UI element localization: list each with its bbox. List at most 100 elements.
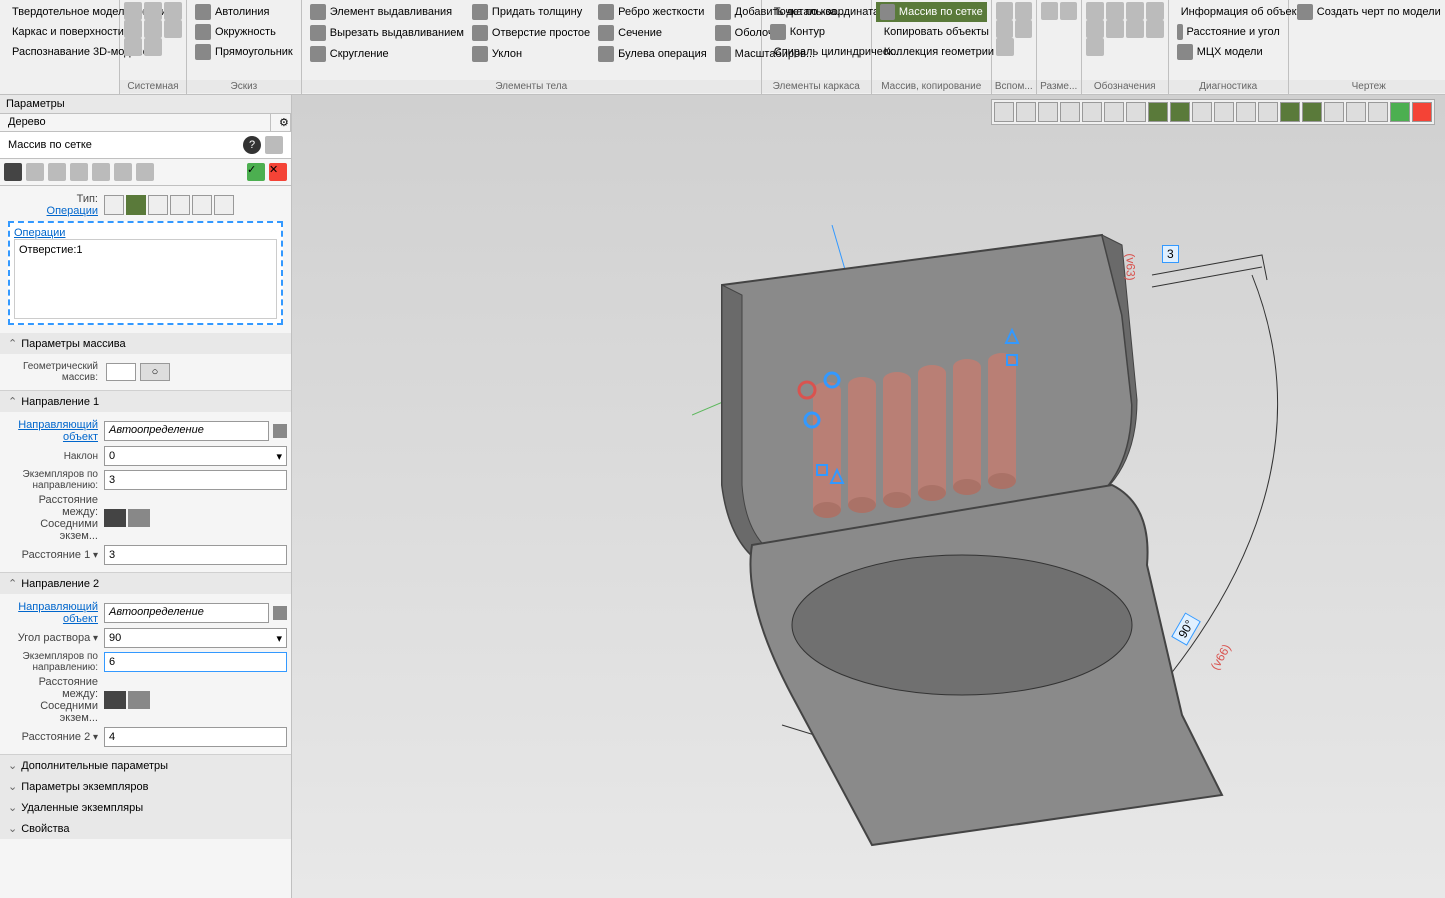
dir2-dist-mode1-icon[interactable] <box>104 691 126 709</box>
dir2-guide-label[interactable]: Направляющий объект <box>18 601 98 625</box>
vt2-icon[interactable] <box>1016 102 1036 122</box>
vt-apply-icon[interactable] <box>1390 102 1410 122</box>
an4-icon[interactable] <box>1146 2 1164 20</box>
tab-gear-icon[interactable]: ⚙ <box>271 114 291 131</box>
vt4-icon[interactable] <box>1060 102 1080 122</box>
props-header[interactable]: ⌄Свойства <box>0 818 291 839</box>
instances-header[interactable]: ⌄Параметры экземпляров <box>0 776 291 797</box>
dir2-angle-dropdown[interactable]: 90▾ <box>104 628 287 648</box>
mode-surface[interactable]: Каркас и поверхности <box>4 22 115 42</box>
cut-btn[interactable]: Вырезать выдавливанием <box>306 23 468 43</box>
dir1-dist-mode2-icon[interactable] <box>128 509 150 527</box>
copy-icon[interactable] <box>144 20 162 38</box>
an5-icon[interactable] <box>1086 20 1104 38</box>
dir2-guide-input[interactable]: Автоопределение <box>104 603 269 623</box>
draft-btn[interactable]: Уклон <box>468 44 594 64</box>
help-icon[interactable]: ? <box>243 136 261 154</box>
an9-icon[interactable] <box>1086 38 1104 56</box>
pick1-icon[interactable] <box>273 424 287 438</box>
vt11-icon[interactable] <box>1214 102 1234 122</box>
vt8-icon[interactable] <box>1148 102 1168 122</box>
fillet-btn[interactable]: Скругление <box>306 44 468 64</box>
t6-icon[interactable] <box>114 163 132 181</box>
aux3-icon[interactable] <box>996 20 1013 38</box>
dir1-tilt-dropdown[interactable]: 0▾ <box>104 446 287 466</box>
thicken-btn[interactable]: Придать толщину <box>468 2 594 22</box>
dim-3[interactable]: 3 <box>1162 245 1179 263</box>
vt17-icon[interactable] <box>1346 102 1366 122</box>
contour-btn[interactable]: Контур <box>766 22 867 42</box>
list-icon[interactable] <box>265 136 283 154</box>
mass-btn[interactable]: МЦХ модели <box>1173 42 1284 62</box>
vt-cancel-icon[interactable] <box>1412 102 1432 122</box>
extrude-btn[interactable]: Элемент выдавливания <box>306 2 468 22</box>
extra-header[interactable]: ⌄Дополнительные параметры <box>0 755 291 776</box>
dir1-guide-label[interactable]: Направляющий объект <box>18 419 98 443</box>
an8-icon[interactable] <box>1146 20 1164 38</box>
point-btn[interactable]: Точка по координатам <box>766 2 867 22</box>
an2-icon[interactable] <box>1106 2 1124 20</box>
t5-icon[interactable] <box>92 163 110 181</box>
t2-icon[interactable] <box>26 163 44 181</box>
dir1-dist-mode1-icon[interactable] <box>104 509 126 527</box>
t4-icon[interactable] <box>70 163 88 181</box>
mode-solid[interactable]: Твердотельное моделирование <box>4 2 115 22</box>
ops-inner[interactable]: Отверстие:1 <box>14 239 277 319</box>
vt6-icon[interactable] <box>1104 102 1124 122</box>
vt16-icon[interactable] <box>1324 102 1344 122</box>
type-6-icon[interactable] <box>214 195 234 215</box>
open-icon[interactable] <box>144 2 162 20</box>
array-params-header[interactable]: ⌃Параметры массива <box>0 333 291 354</box>
vt7-icon[interactable] <box>1126 102 1146 122</box>
redo-icon[interactable] <box>144 38 162 56</box>
vt9-icon[interactable] <box>1170 102 1190 122</box>
info-btn[interactable]: Информация об объекте <box>1173 2 1284 22</box>
hole-btn[interactable]: Отверстие простое <box>468 23 594 43</box>
an1-icon[interactable] <box>1086 2 1104 20</box>
mode-recognize[interactable]: Распознавание 3D-моделей <box>4 42 115 62</box>
copy-obj-btn[interactable]: Копировать объекты <box>876 22 987 42</box>
vt12-icon[interactable] <box>1236 102 1256 122</box>
dist-btn[interactable]: Расстояние и угол <box>1173 22 1284 42</box>
save-icon[interactable] <box>164 2 182 20</box>
viewport[interactable]: 3 (v63) 90° (v66) <box>292 95 1445 898</box>
t3-icon[interactable] <box>48 163 66 181</box>
grid-icon[interactable] <box>4 163 22 181</box>
deleted-header[interactable]: ⌄Удаленные экземпляры <box>0 797 291 818</box>
aux2-icon[interactable] <box>1015 2 1032 20</box>
vt15-icon[interactable] <box>1302 102 1322 122</box>
cancel-icon[interactable]: ✕ <box>269 163 287 181</box>
rect-btn[interactable]: Прямоугольник <box>191 42 297 62</box>
spiral-btn[interactable]: Спираль цилиндрическ... <box>766 42 867 62</box>
boolean-btn[interactable]: Булева операция <box>594 44 711 64</box>
section-btn[interactable]: Сечение <box>594 23 711 43</box>
rib-btn[interactable]: Ребро жесткости <box>594 2 711 22</box>
dir1-count-input[interactable] <box>104 470 287 490</box>
autoline-btn[interactable]: Автолиния <box>191 2 297 22</box>
t7-icon[interactable] <box>136 163 154 181</box>
dir2-header[interactable]: ⌃Направление 2 <box>0 573 291 594</box>
tree-tab[interactable]: Дерево <box>0 114 271 131</box>
dir2-dist-mode2-icon[interactable] <box>128 691 150 709</box>
type-5-icon[interactable] <box>192 195 212 215</box>
circle-btn[interactable]: Окружность <box>191 22 297 42</box>
new-icon[interactable] <box>124 2 142 20</box>
undo-icon[interactable] <box>124 38 142 56</box>
vt14-icon[interactable] <box>1280 102 1300 122</box>
aux5-icon[interactable] <box>996 38 1014 56</box>
vt5-icon[interactable] <box>1082 102 1102 122</box>
dir2-dist-input[interactable] <box>104 727 287 747</box>
apply-icon[interactable]: ✓ <box>247 163 265 181</box>
paste-icon[interactable] <box>164 20 182 38</box>
aux1-icon[interactable] <box>996 2 1013 20</box>
dir1-header[interactable]: ⌃Направление 1 <box>0 391 291 412</box>
aux4-icon[interactable] <box>1015 20 1032 38</box>
print-icon[interactable] <box>124 20 142 38</box>
an3-icon[interactable] <box>1126 2 1144 20</box>
type-4-icon[interactable] <box>170 195 190 215</box>
drawing-btn[interactable]: Создать черт по модели <box>1293 2 1445 22</box>
vt3-icon[interactable] <box>1038 102 1058 122</box>
vt13-icon[interactable] <box>1258 102 1278 122</box>
vt1-icon[interactable] <box>994 102 1014 122</box>
dim1-icon[interactable] <box>1041 2 1058 20</box>
